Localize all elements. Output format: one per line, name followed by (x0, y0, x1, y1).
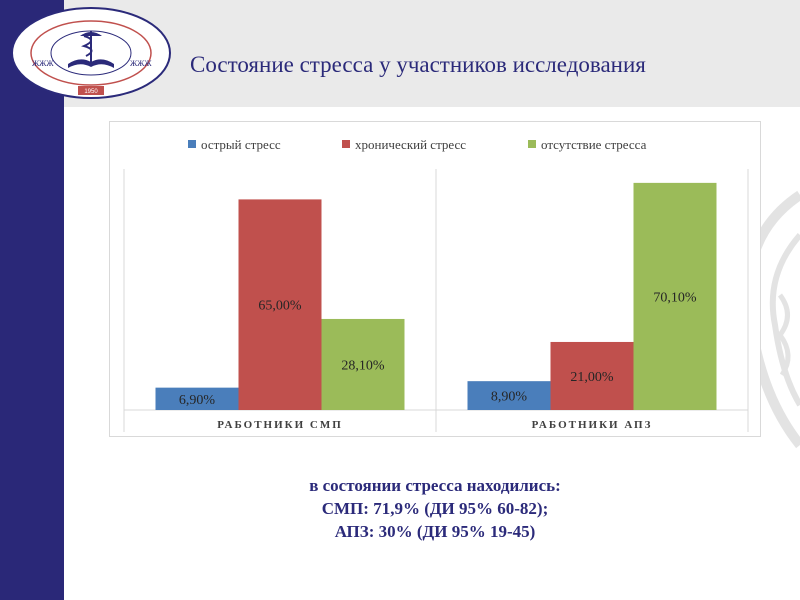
summary-line-3: АПЗ: 30% (ДИ 95% 19-45) (334, 522, 536, 541)
summary-line-1: в состоянии стресса находились: (309, 476, 561, 495)
legend-label-2: отсутствие стресса (541, 137, 647, 152)
bar-1-2 (633, 182, 717, 410)
chart-frame: острый стресс хронический стресс отсутстви… (109, 121, 761, 437)
bar-0-1 (238, 199, 322, 410)
legend-swatch-2 (528, 140, 536, 148)
logo-year: 1950 (84, 89, 98, 95)
sidebar (0, 0, 64, 600)
category-label-1: РАБОТНИКИ АПЗ (532, 419, 653, 431)
data-label-1-2: 70,10% (653, 290, 697, 305)
legend-swatch-1 (342, 140, 350, 148)
data-label-0-0: 6,90% (179, 393, 216, 408)
data-label-1-0: 8,90% (491, 390, 528, 405)
data-label-1-1: 21,00% (570, 370, 614, 385)
summary-line-2: СМП: 71,9% (ДИ 95% 60-82); (321, 499, 549, 518)
data-label-0-1: 65,00% (258, 299, 302, 314)
legend-label-1: хронический стресс (355, 137, 466, 152)
legend-swatch-0 (188, 140, 196, 148)
category-label-0: РАБОТНИКИ СМП (217, 419, 343, 431)
legend-label-0: острый стресс (201, 137, 281, 152)
data-label-0-2: 28,10% (341, 358, 385, 373)
summary-block: в состоянии стресса находились: СМП: 71,… (200, 474, 670, 543)
svg-text:ЖЖЖ: ЖЖЖ (130, 59, 152, 68)
page-title: Состояние стресса у участников исследова… (190, 52, 646, 77)
bar-chart: острый стресс хронический стресс отсутстви… (123, 137, 749, 432)
bar-0-2 (321, 318, 405, 410)
bar-1-0 (467, 381, 551, 410)
svg-text:ЖЖЖ: ЖЖЖ (32, 59, 54, 68)
bar-0-0 (155, 387, 239, 410)
bar-1-1 (550, 341, 634, 410)
university-logo: ЖЖЖ ЖЖЖ 1950 (10, 6, 172, 100)
